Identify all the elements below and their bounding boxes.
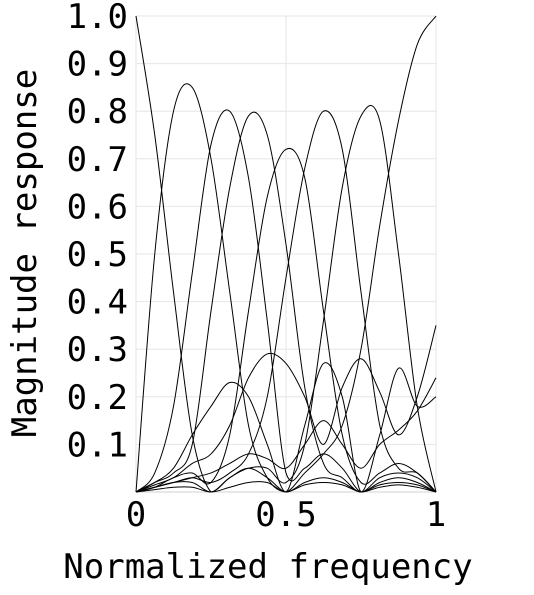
y-tick-label: 0.1	[67, 425, 128, 465]
y-tick-label: 1.0	[67, 0, 128, 37]
x-tick-label: 0	[126, 495, 146, 535]
y-tick-label: 0.7	[67, 140, 128, 180]
x-tick-labels: 0 0.5 1	[126, 495, 446, 535]
y-tick-label: 0.9	[67, 45, 128, 85]
series-line-10	[135, 325, 437, 493]
y-tick-label: 0.4	[67, 283, 128, 323]
series-line-3	[135, 109, 437, 493]
y-axis-label: Magnitude response	[5, 69, 45, 437]
y-tick-labels: 0.1 0.2 0.3 0.4 0.5 0.6 0.7 0.8 0.9 1.0	[67, 0, 128, 465]
y-tick-label: 0.5	[67, 235, 128, 275]
series-line-4	[135, 111, 437, 493]
y-tick-label: 0.6	[67, 187, 128, 227]
y-tick-label: 0.2	[67, 378, 128, 418]
series-line-2	[135, 83, 437, 493]
x-tick-label: 1	[426, 495, 446, 535]
series-line-5	[135, 147, 437, 493]
series-line-8	[135, 15, 437, 493]
series-line-11	[135, 377, 437, 493]
series-layer	[135, 15, 437, 493]
grid	[135, 15, 437, 493]
y-tick-label: 0.3	[67, 330, 128, 370]
series-line-9	[135, 362, 437, 493]
x-tick-label: 0.5	[255, 495, 316, 535]
x-axis-label: Normalized frequency	[63, 547, 472, 587]
series-line-1	[135, 15, 437, 493]
y-tick-label: 0.8	[67, 92, 128, 132]
